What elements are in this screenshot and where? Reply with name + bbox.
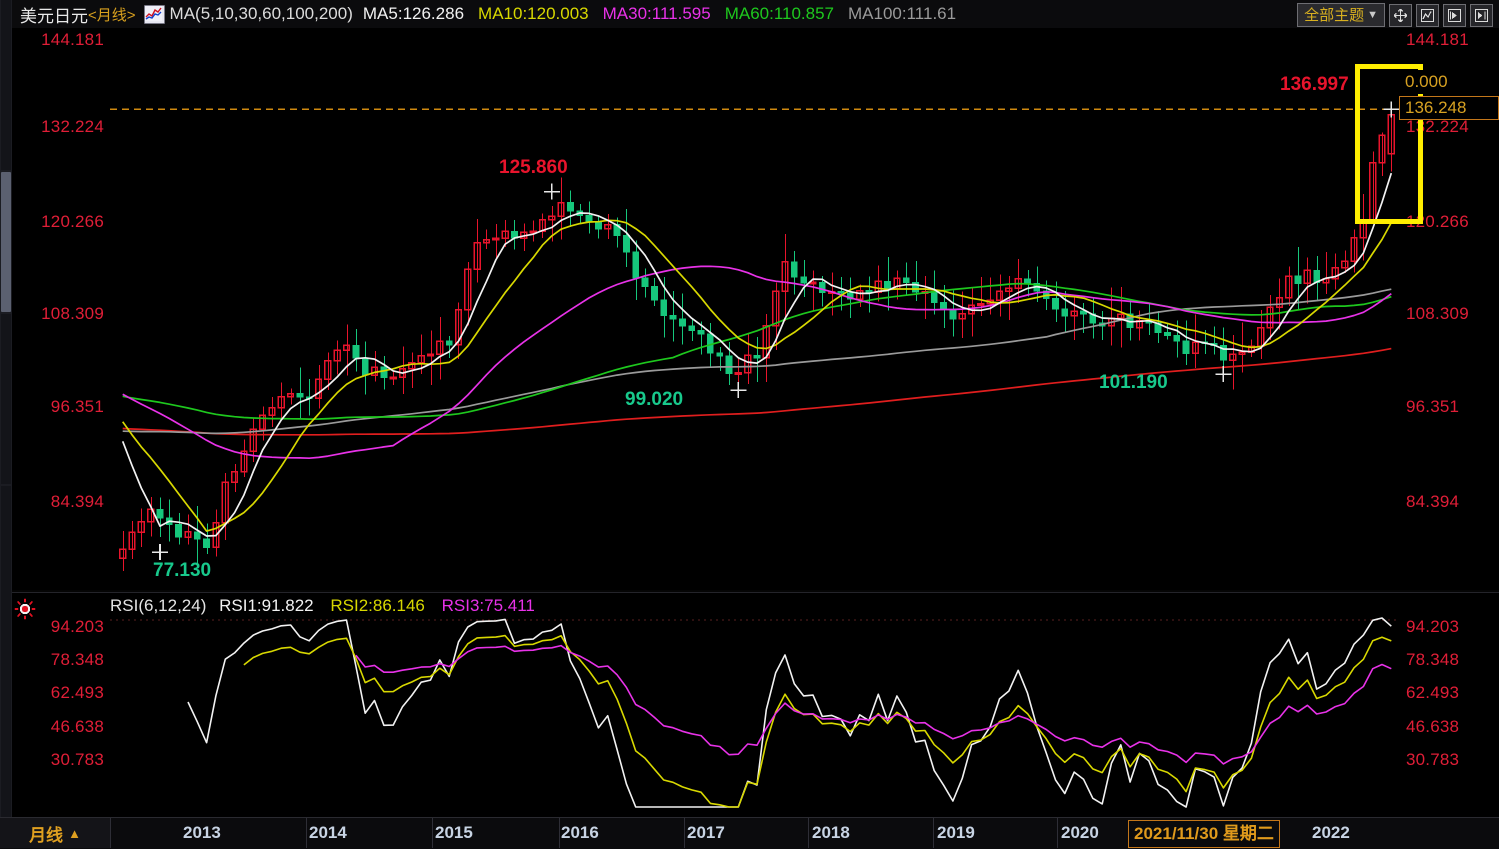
scrollbar-track-lower[interactable]	[1, 486, 11, 818]
chart-header: 美元日元 <月线> MA(5,10,30,60,100,200) MA5:126…	[12, 0, 1499, 28]
chevron-down-icon: ▼	[1367, 8, 1378, 21]
rsi-axis-label: 46.638	[50, 717, 104, 736]
price-axis-label: 132.224	[41, 117, 104, 136]
period-label: 月线	[29, 825, 64, 845]
rsi-axis-label: 94.203	[50, 617, 104, 636]
time-tick: 2019	[937, 823, 975, 842]
rsi-axis-label: 30.783	[1406, 750, 1460, 769]
price-axis-label: 96.351	[50, 397, 104, 416]
time-axis[interactable]: 月线 ▲ 2013 2014 2015 2016 2017 2018 2019 …	[0, 817, 1499, 849]
period-selector-button[interactable]: 月线 ▲	[0, 818, 111, 848]
symbol-name: 美元日元	[20, 6, 88, 26]
annotation-high-2015: 125.860	[499, 157, 568, 178]
price-axis-label: 144.181	[41, 30, 104, 49]
rsi-definition: RSI(6,12,24)	[110, 596, 207, 615]
annotation-low-2021: 101.190	[1099, 372, 1168, 393]
time-tick: 2016	[561, 823, 599, 842]
rsi-axis-label: 78.348	[1406, 650, 1460, 669]
price-axis-left[interactable]: 144.181 132.224 120.266 108.309 96.351 8…	[12, 28, 110, 590]
price-axis-label: 108.309	[1406, 304, 1469, 323]
rsi3-value: RSI3:75.411	[441, 596, 535, 615]
ma60-value: MA60:110.857	[724, 4, 835, 23]
time-tick: 2013	[183, 823, 221, 842]
date-tooltip: 2021/11/30 星期二	[1128, 820, 1280, 848]
rsi-axis-label: 46.638	[1406, 717, 1460, 736]
price-axis-label: 84.394	[50, 492, 104, 511]
rsi-axis-left[interactable]: 94.203 78.348 62.493 46.638 30.783	[12, 593, 110, 819]
shift-right-icon[interactable]	[1470, 3, 1493, 27]
annotation-low-2016: 99.020	[625, 389, 684, 410]
rsi-axis-right[interactable]: 94.203 78.348 62.493 46.638 30.783	[1400, 593, 1499, 819]
scrollbar-track-upper[interactable]	[1, 0, 11, 170]
rsi-header: RSI(6,12,24) RSI1:91.822 RSI2:86.146 RSI…	[110, 596, 535, 616]
price-axis-label: 108.309	[41, 304, 104, 323]
rsi1-value: RSI1:91.822	[219, 596, 314, 615]
fit-chart-icon[interactable]	[1416, 3, 1439, 27]
price-axis-label: 96.351	[1406, 397, 1460, 416]
header-toolbar: 全部主题 ▼	[1297, 3, 1493, 27]
time-tick: 2022	[1312, 823, 1350, 842]
ma30-value: MA30:111.595	[602, 4, 711, 23]
ma-definition: MA(5,10,30,60,100,200)	[169, 4, 353, 23]
time-tick: 2015	[435, 823, 473, 842]
time-tick: 2018	[812, 823, 850, 842]
annotation-high-recent: 136.997	[1280, 74, 1349, 95]
rsi-axis-label: 78.348	[50, 650, 104, 669]
ma-lines-icon[interactable]	[143, 4, 165, 24]
rsi-axis-label: 62.493	[1406, 683, 1460, 702]
rsi-axis-label: 30.783	[50, 750, 104, 769]
ma5-value: MA5:126.286	[362, 4, 465, 23]
theme-select-label: 全部主题	[1304, 6, 1365, 24]
annotation-low-2012: 77.130	[153, 560, 212, 581]
time-tick: 2020	[1061, 823, 1099, 842]
move-crosshair-icon[interactable]	[1389, 3, 1412, 27]
candlestick-svg	[110, 101, 1400, 572]
price-axis-right[interactable]: 144.181 132.224 120.266 108.309 96.351 8…	[1399, 28, 1499, 590]
price-plot-area[interactable]	[110, 28, 1400, 590]
zero-price-tooltip: 0.000	[1399, 70, 1499, 94]
scrollbar-thumb[interactable]	[1, 172, 11, 312]
shift-left-icon[interactable]	[1443, 3, 1466, 27]
left-scrollbar[interactable]	[0, 0, 12, 818]
price-chart-panel[interactable]: 144.181 132.224 120.266 108.309 96.351 8…	[12, 28, 1499, 590]
rsi-radial-icon[interactable]	[12, 597, 40, 621]
current-price-tooltip: 136.248	[1399, 96, 1499, 120]
selection-highlight-box[interactable]	[1355, 64, 1423, 224]
rsi-svg	[110, 617, 1400, 808]
rsi-indicator-panel[interactable]: RSI(6,12,24) RSI1:91.822 RSI2:86.146 RSI…	[12, 592, 1499, 819]
time-tick: 2017	[687, 823, 725, 842]
ma10-value: MA10:120.003	[478, 4, 589, 23]
price-axis-label: 120.266	[41, 212, 104, 231]
price-axis-label: 84.394	[1406, 492, 1460, 511]
rsi-axis-label: 62.493	[50, 683, 104, 702]
triangle-up-icon: ▲	[68, 825, 81, 841]
price-axis-label: 144.181	[1406, 30, 1469, 49]
time-tick: 2014	[309, 823, 347, 842]
ma100-value: MA100:111.61	[848, 4, 957, 23]
scrollbar-track-middle[interactable]	[1, 314, 11, 484]
rsi-plot-area[interactable]	[110, 593, 1400, 819]
symbol-period: <月线>	[88, 6, 136, 24]
rsi2-value: RSI2:86.146	[330, 596, 425, 615]
rsi-axis-label: 94.203	[1406, 617, 1460, 636]
theme-select-button[interactable]: 全部主题 ▼	[1297, 3, 1385, 27]
